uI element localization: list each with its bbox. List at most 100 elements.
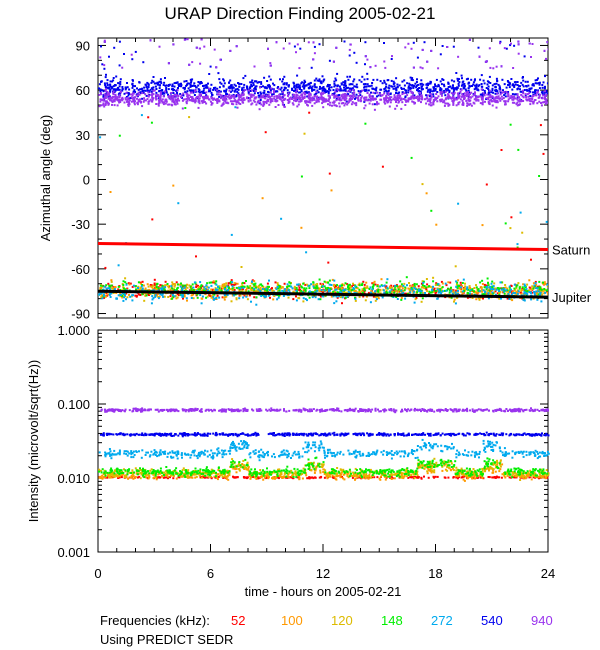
direction-point (353, 287, 355, 290)
direction-point (149, 88, 152, 91)
direction-point (339, 286, 342, 289)
direction-point (312, 58, 315, 61)
direction-series-120 (98, 116, 547, 303)
direction-point (140, 285, 143, 288)
direction-point (499, 42, 501, 45)
direction-point (267, 100, 269, 103)
direction-point (412, 285, 414, 288)
direction-point (360, 90, 363, 93)
direction-point (499, 40, 502, 43)
direction-point (374, 296, 377, 299)
direction-point (463, 94, 466, 97)
direction-point (274, 281, 277, 284)
direction-point (198, 89, 201, 92)
direction-point (437, 283, 440, 286)
direction-point (288, 285, 291, 288)
direction-point (255, 80, 257, 83)
direction-point (214, 86, 217, 89)
direction-point (538, 87, 541, 90)
direction-point (199, 281, 202, 284)
direction-point (112, 85, 115, 88)
direction-point (398, 95, 401, 98)
direction-point (522, 96, 525, 99)
direction-point (183, 88, 186, 91)
direction-point (108, 92, 111, 95)
direction-point (530, 100, 533, 103)
direction-point (186, 82, 189, 85)
direction-point (469, 292, 471, 295)
direction-point (204, 97, 207, 100)
direction-point (546, 291, 548, 294)
direction-point (510, 42, 512, 45)
direction-point (113, 95, 116, 98)
direction-point (545, 57, 547, 60)
direction-point (439, 87, 442, 89)
direction-point (286, 283, 289, 286)
direction-point (132, 97, 135, 100)
direction-point (173, 295, 176, 298)
direction-point (358, 79, 361, 82)
direction-point (119, 292, 122, 295)
direction-point (253, 87, 256, 90)
direction-point (321, 75, 324, 78)
direction-point (328, 97, 331, 100)
direction-point (176, 100, 178, 103)
direction-point (498, 289, 500, 292)
direction-point (400, 88, 403, 90)
direction-point (443, 89, 446, 92)
direction-point (417, 83, 420, 86)
direction-point (118, 88, 121, 91)
direction-point (402, 291, 405, 294)
direction-point (249, 86, 252, 89)
direction-point (342, 81, 345, 84)
direction-point (225, 95, 228, 97)
direction-point (367, 291, 370, 294)
direction-point (534, 79, 537, 82)
direction-point (429, 93, 432, 96)
direction-point (288, 281, 291, 284)
direction-point (141, 105, 144, 108)
direction-point (110, 279, 113, 282)
direction-point (210, 91, 213, 94)
direction-point (457, 279, 460, 282)
direction-point (489, 94, 492, 96)
direction-point (131, 83, 134, 86)
direction-point (361, 75, 364, 78)
direction-point (502, 288, 505, 291)
direction-point (522, 298, 525, 301)
direction-point (341, 284, 343, 287)
direction-point (107, 86, 110, 89)
direction-point (103, 105, 106, 108)
direction-point (119, 101, 122, 103)
direction-point (318, 43, 321, 46)
direction-point (465, 91, 468, 94)
direction-point (397, 94, 400, 96)
direction-point (477, 288, 480, 291)
direction-point (372, 78, 375, 81)
direction-point (360, 80, 363, 83)
direction-point (486, 83, 489, 86)
direction-point (364, 122, 367, 125)
direction-point (180, 283, 183, 286)
direction-point (479, 78, 482, 81)
direction-point (526, 89, 529, 92)
direction-point (228, 87, 231, 90)
direction-point (127, 282, 130, 285)
direction-point (348, 83, 351, 86)
direction-point (141, 287, 144, 290)
direction-point (369, 97, 372, 100)
direction-point (374, 88, 377, 91)
direction-series-272 (98, 106, 548, 306)
direction-point (524, 94, 527, 97)
direction-point (293, 45, 296, 48)
direction-point (161, 98, 164, 101)
direction-point (234, 283, 237, 286)
direction-point (413, 94, 416, 97)
direction-point (104, 102, 107, 105)
direction-point (429, 82, 432, 85)
direction-point (98, 93, 101, 96)
direction-point (206, 86, 209, 89)
direction-point (545, 98, 548, 101)
direction-point (517, 290, 520, 293)
direction-point (428, 103, 431, 106)
